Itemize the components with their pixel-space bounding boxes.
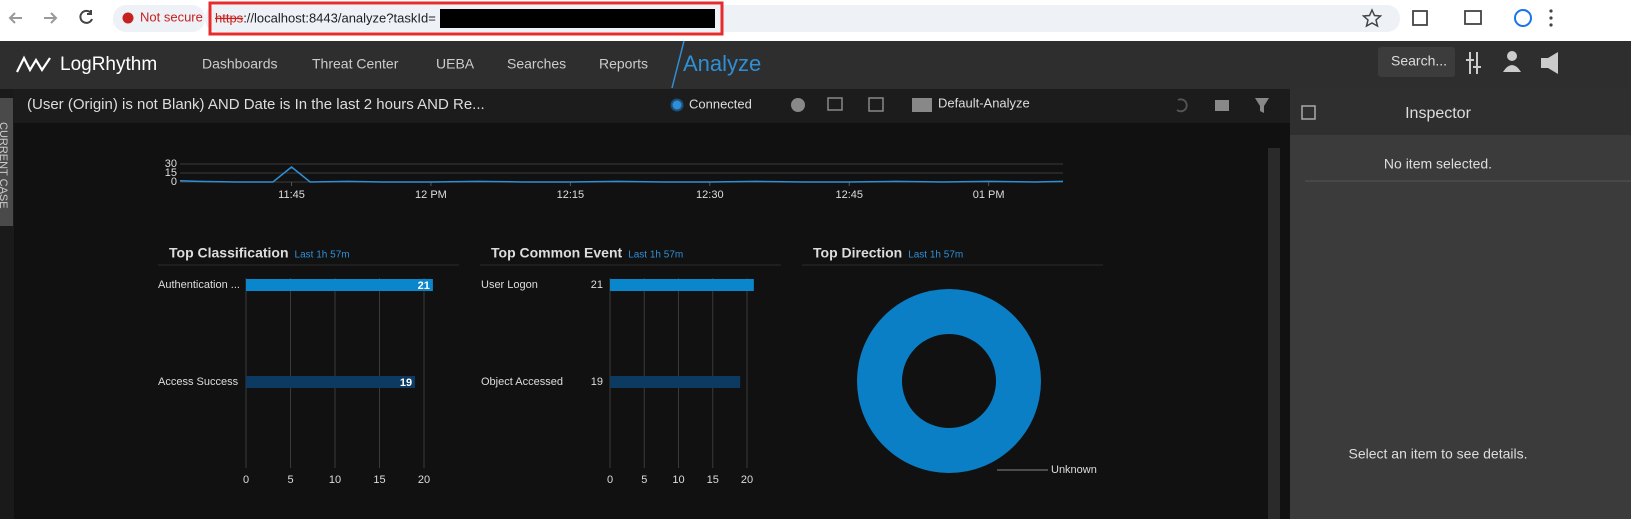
category-label: Access Success	[158, 376, 239, 388]
bar	[246, 279, 433, 291]
donut-slice	[857, 289, 1041, 473]
highlight-box	[208, 1, 724, 36]
x-tick-label: 10	[672, 474, 684, 486]
extensions-icon[interactable]	[1412, 10, 1428, 26]
nav-item[interactable]: Threat Center	[312, 56, 399, 72]
nav-item[interactable]: Searches	[507, 56, 566, 72]
bar	[610, 279, 754, 291]
nav-divider	[671, 40, 685, 89]
x-tick-label: 20	[741, 474, 753, 486]
url-scheme: https	[215, 10, 244, 25]
nav-item[interactable]: Dashboards	[202, 56, 278, 72]
bar	[246, 376, 416, 388]
profile-icon[interactable]	[1514, 9, 1532, 27]
x-tick-label: 15	[373, 474, 385, 486]
inspector-toggle[interactable]	[1301, 105, 1316, 120]
chart-title: Top Common Event	[491, 245, 623, 261]
announce-icon[interactable]	[1541, 52, 1558, 74]
x-tick-label: 15	[707, 474, 719, 486]
value-label: 19	[400, 377, 412, 389]
scrollbar[interactable]	[1268, 148, 1280, 519]
clock-icon[interactable]	[791, 98, 805, 112]
x-tick-label: 12 PM	[415, 189, 447, 201]
y-tick-label: 15	[165, 167, 177, 179]
reload-button[interactable]	[79, 9, 93, 24]
user-icon-body	[1503, 65, 1521, 72]
active-tab[interactable]: Analyze	[683, 51, 761, 76]
value-label: 21	[418, 280, 430, 292]
nav-bar	[0, 41, 1631, 89]
layout-label[interactable]: Default-Analyze	[938, 95, 1030, 110]
value-label: 21	[591, 279, 603, 291]
x-tick-label: 5	[287, 474, 293, 486]
security-icon	[122, 12, 134, 24]
user-icon[interactable]	[1507, 51, 1517, 61]
menu-icon[interactable]	[1549, 16, 1553, 20]
menu-icon[interactable]	[1549, 9, 1553, 13]
pin-icon[interactable]	[827, 97, 843, 111]
side-tab[interactable]	[0, 98, 13, 226]
redaction	[440, 9, 715, 28]
logo: LogRhythm	[60, 54, 157, 75]
filter-icon[interactable]	[1255, 98, 1269, 113]
status-dot	[670, 98, 684, 112]
back-button[interactable]	[8, 12, 22, 24]
y-tick-label: 0	[171, 176, 177, 188]
print-icon[interactable]	[1215, 100, 1229, 111]
value-label: 19	[591, 376, 603, 388]
x-tick-label: 0	[243, 474, 249, 486]
inspector-hint: Select an item to see details.	[1349, 446, 1528, 462]
x-tick-label: 20	[418, 474, 430, 486]
layout-icon[interactable]	[912, 98, 932, 112]
status-label: Connected	[689, 96, 752, 111]
chart-subtitle: Last 1h 57m	[628, 250, 683, 261]
nav-item[interactable]: Reports	[599, 56, 648, 72]
query-bar	[14, 89, 1290, 123]
x-tick-label: 12:15	[557, 189, 585, 201]
nav-item[interactable]: UEBA	[436, 56, 475, 72]
chart-subtitle: Last 1h 57m	[295, 250, 350, 261]
x-tick-label: 0	[607, 474, 613, 486]
undo-icon[interactable]	[1176, 98, 1188, 113]
category-label: Authentication ...	[158, 279, 240, 291]
menu-icon[interactable]	[1549, 23, 1553, 27]
slice-label: Unknown	[1051, 464, 1097, 476]
side-tab-label: CURRENT CASE	[0, 122, 9, 209]
security-chip[interactable]	[113, 5, 205, 32]
chart-subtitle: Last 1h 57m	[908, 250, 963, 261]
x-tick-label: 10	[329, 474, 341, 486]
category-label: User Logon	[481, 279, 538, 291]
url-text: ://localhost:8443/analyze?taskId=	[243, 10, 436, 25]
bookmark-icon[interactable]	[1361, 8, 1383, 28]
x-tick-label: 11:45	[278, 189, 305, 201]
save-icon[interactable]	[868, 97, 884, 112]
forward-button[interactable]	[44, 12, 58, 24]
logo-mark	[16, 55, 51, 73]
inspector-empty: No item selected.	[1384, 156, 1492, 172]
inspector-panel	[1290, 89, 1631, 519]
line-series	[179, 166, 1064, 183]
bar	[610, 376, 741, 388]
security-label: Not secure	[140, 9, 203, 24]
x-tick-label: 12:30	[696, 189, 724, 201]
inspector-header	[1290, 89, 1631, 135]
category-label: Object Accessed	[481, 376, 563, 388]
x-tick-label: 12:45	[835, 189, 863, 201]
query-text: (User (Origin) is not Blank) AND Date is…	[27, 96, 485, 113]
search-box[interactable]	[1378, 47, 1455, 77]
x-tick-label: 01 PM	[973, 189, 1005, 201]
tab-search-icon[interactable]	[1464, 10, 1482, 25]
inspector-title: Inspector	[1405, 105, 1471, 122]
chart-title: Top Direction	[813, 245, 902, 261]
y-tick-label: 30	[165, 158, 177, 170]
chart-title: Top Classification	[169, 245, 289, 261]
search-placeholder: Search...	[1391, 53, 1447, 69]
settings-icon[interactable]	[1466, 52, 1481, 74]
x-tick-label: 5	[641, 474, 647, 486]
